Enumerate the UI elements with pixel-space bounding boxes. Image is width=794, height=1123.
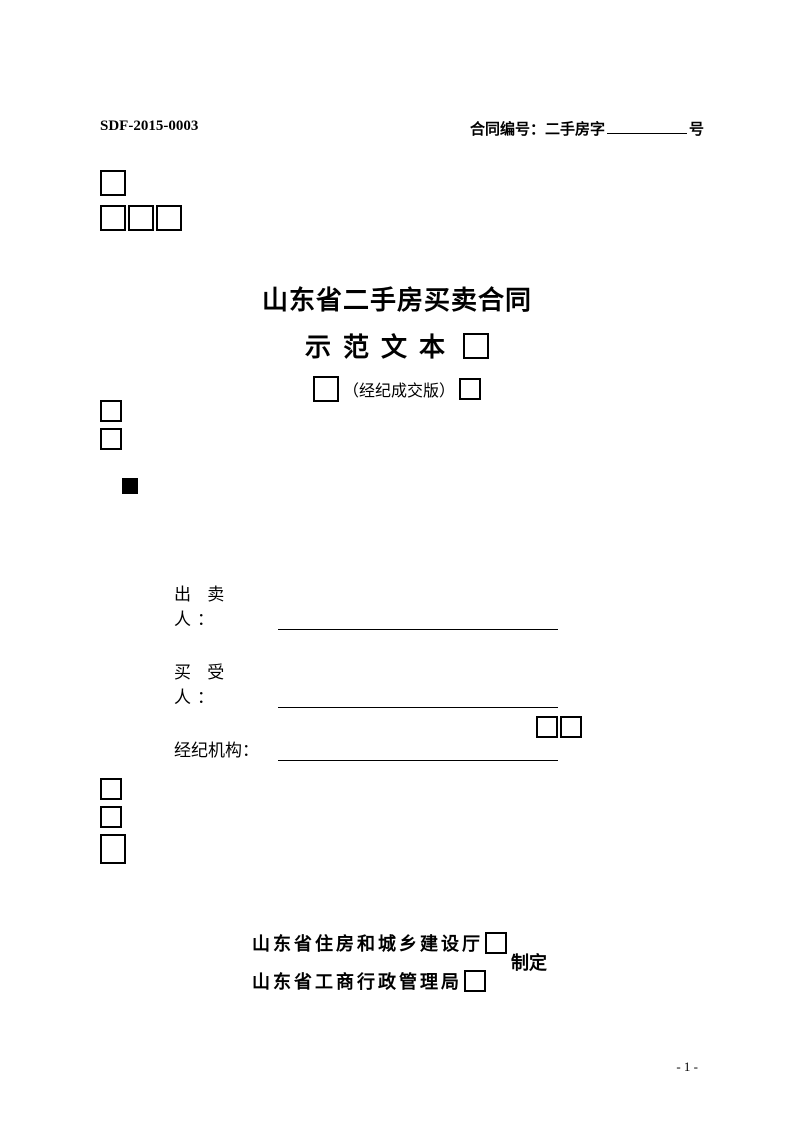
- buyer-row: 买 受 人：: [174, 658, 558, 708]
- checkbox-group-1: [100, 170, 182, 231]
- issuer-line-1: 山东省住房和城乡建设厅: [252, 930, 507, 956]
- checkbox-icon: [536, 716, 558, 738]
- buyer-label: 买 受 人：: [174, 658, 278, 708]
- issuer-line-2: 山东省工商行政管理局: [252, 968, 507, 994]
- checkbox-icon: [100, 428, 122, 450]
- checkbox-icon: [463, 333, 489, 359]
- contract-blank: [607, 133, 687, 134]
- checkbox-icon: [100, 806, 122, 828]
- issuer-stamp: 制定: [511, 949, 547, 975]
- checkbox-icon: [485, 932, 507, 954]
- seller-blank: [278, 629, 558, 630]
- contract-prefix: 合同编号：二手房字: [470, 118, 605, 139]
- checkbox-icon: [100, 400, 122, 422]
- checkbox-icon: [156, 205, 182, 231]
- agent-label: 经纪机构：: [174, 736, 278, 761]
- party-block: 出 卖 人： 买 受 人： 经纪机构：: [174, 580, 558, 789]
- checkbox-icon: [100, 834, 126, 864]
- header-row: SDF-2015-0003 合同编号：二手房字 号: [100, 118, 704, 139]
- checkbox-icon: [459, 378, 481, 400]
- checkbox-group-4: [100, 778, 126, 864]
- buyer-blank: [278, 707, 558, 708]
- page-number: - 1 -: [676, 1059, 698, 1075]
- filled-square-icon: [122, 478, 138, 499]
- checkbox-icon: [128, 205, 154, 231]
- checkbox-icon: [100, 205, 126, 231]
- contract-number: 合同编号：二手房字 号: [470, 118, 704, 139]
- checkbox-icon: [100, 170, 126, 196]
- agent-row: 经纪机构：: [174, 736, 558, 761]
- seller-label: 出 卖 人：: [174, 580, 278, 630]
- title-block: 山东省二手房买卖合同 示范文本 （经纪成交版）: [0, 280, 794, 407]
- checkbox-icon: [100, 778, 122, 800]
- checkbox-icon: [464, 970, 486, 992]
- doc-code: SDF-2015-0003: [100, 118, 198, 139]
- seller-row: 出 卖 人：: [174, 580, 558, 630]
- checkbox-group-2: [100, 400, 122, 456]
- contract-suffix: 号: [689, 118, 704, 139]
- subtitle: （经纪成交版）: [313, 376, 481, 402]
- issuer-block: 山东省住房和城乡建设厅 山东省工商行政管理局 制定: [252, 930, 547, 994]
- checkbox-icon: [560, 716, 582, 738]
- title-line1: 山东省二手房买卖合同: [0, 280, 794, 317]
- agent-blank: [278, 760, 558, 761]
- checkbox-icon: [313, 376, 339, 402]
- title-line2: 示范文本: [305, 327, 489, 364]
- checkbox-group-3: [536, 716, 582, 738]
